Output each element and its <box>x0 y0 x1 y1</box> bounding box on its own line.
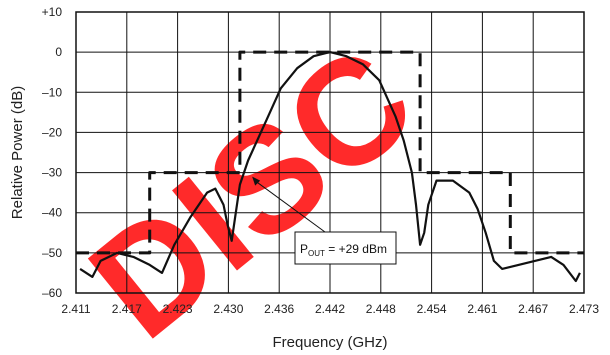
x-tick-label: 2.461 <box>467 302 497 316</box>
y-tick-label: –30 <box>42 166 62 180</box>
annotation: POUT = +29 dBm <box>252 176 397 265</box>
y-tick-label: –20 <box>42 125 62 139</box>
x-tick-label: 2.436 <box>264 302 294 316</box>
y-axis-label: Relative Power (dB) <box>9 86 26 219</box>
y-tick-label: –60 <box>42 286 62 300</box>
x-tick-label: 2.473 <box>569 302 599 316</box>
y-tick-label: 0 <box>55 45 62 59</box>
annotation-text-main: P <box>300 242 308 256</box>
annotation-text: POUT = +29 dBm <box>300 242 387 258</box>
y-tick-label: –10 <box>42 85 62 99</box>
x-tick-label: 2.442 <box>315 302 345 316</box>
y-tick-label: +10 <box>42 5 63 19</box>
series-layer <box>76 50 584 283</box>
y-axis-ticks: +10 0 –10 –20 –30 –40 –50 –60 <box>42 5 63 300</box>
x-tick-label: 2.417 <box>112 302 142 316</box>
annotation-arrowhead <box>252 176 261 186</box>
mask-line <box>76 50 584 255</box>
spectrum-line <box>79 50 581 283</box>
x-tick-label: 2.411 <box>61 302 90 316</box>
annotation-text-rest: = +29 dBm <box>325 242 387 256</box>
annotation-box <box>294 231 397 265</box>
x-tick-label: 2.423 <box>163 302 193 316</box>
x-axis-ticks: 2.411 2.417 2.423 2.430 2.436 2.442 2.448 2.454… <box>61 302 599 316</box>
x-tick-label: 2.454 <box>417 302 447 316</box>
x-tick-label: 2.430 <box>213 302 243 316</box>
annotation-text-sub: OUT <box>308 249 325 258</box>
x-tick-label: 2.467 <box>518 302 548 316</box>
x-axis-label: Frequency (GHz) <box>272 334 387 351</box>
plot-frame <box>75 11 585 294</box>
x-tick-label: 2.448 <box>366 302 396 316</box>
annotation-leader <box>255 181 326 233</box>
y-tick-label: –50 <box>42 246 62 260</box>
y-tick-label: –40 <box>42 206 62 220</box>
